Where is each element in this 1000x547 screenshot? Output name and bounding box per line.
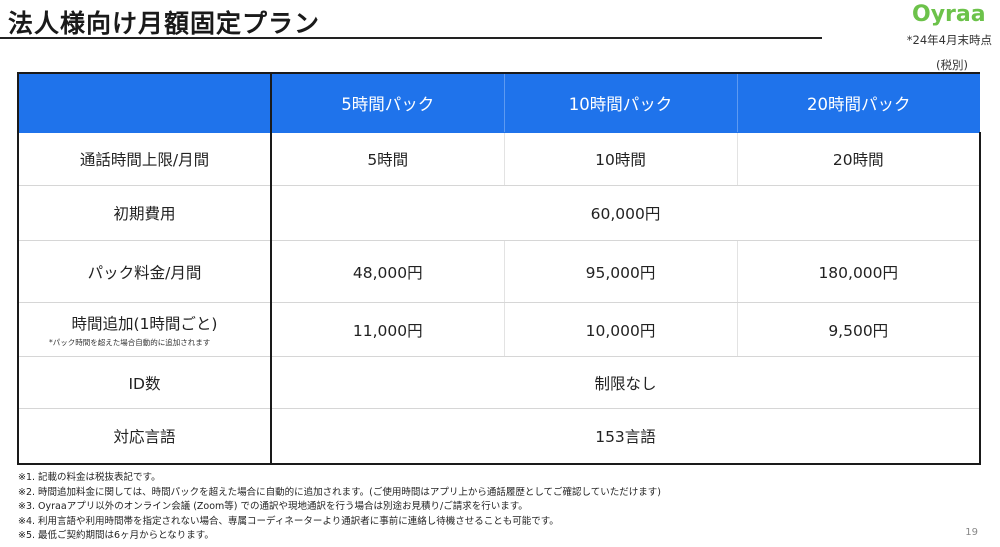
table-header-row: 5時間パック 10時間パック 20時間パック bbox=[17, 73, 980, 133]
row-label-additional: 時間追加(1時間ごと) *パック時間を超えた場合自動的に追加されます bbox=[17, 302, 272, 357]
cell-languages: 153言語 bbox=[271, 408, 981, 465]
header-5h-pack: 5時間パック bbox=[271, 73, 505, 133]
header-20h-pack: 20時間パック bbox=[737, 73, 980, 133]
footnote-4: ※4. 利用言語や利用時間帯を指定されない場合、専属コーディネーターより通訳者に… bbox=[18, 515, 559, 527]
page-number: 19 bbox=[965, 527, 978, 538]
row-label-call-limit: 通話時間上限/月間 bbox=[17, 132, 272, 186]
table-row-id-count: ID数 制限なし bbox=[17, 356, 981, 409]
row-label-pack-fee: パック料金/月間 bbox=[17, 240, 272, 303]
cell-call-limit-5h: 5時間 bbox=[271, 132, 505, 186]
table-row-languages: 対応言語 153言語 bbox=[17, 408, 981, 465]
row-label-id-count: ID数 bbox=[17, 356, 272, 409]
additional-sublabel: *パック時間を超えた場合自動的に追加されます bbox=[49, 337, 211, 347]
table-row-additional: 時間追加(1時間ごと) *パック時間を超えた場合自動的に追加されます 11,00… bbox=[17, 302, 981, 357]
footnotes: ※1. 記載の料金は税抜表記です。 ※2. 時間追加料金に関しては、時間パックを… bbox=[18, 471, 661, 544]
additional-label-text: 時間追加(1時間ごと) bbox=[71, 314, 218, 333]
footnote-3: ※3. Oyraaアプリ以外のオンライン会議 (Zoom等) での通訳や現地通訳… bbox=[18, 501, 528, 513]
cell-call-limit-20h: 20時間 bbox=[737, 132, 981, 186]
cell-pack-fee-20h: 180,000円 bbox=[737, 240, 981, 303]
cell-pack-fee-10h: 95,000円 bbox=[504, 240, 738, 303]
footnote-2: ※2. 時間追加料金に関しては、時間パックを超えた場合に自動的に追加されます。(… bbox=[18, 486, 661, 498]
cell-additional-20h: 9,500円 bbox=[737, 302, 981, 357]
row-label-languages: 対応言語 bbox=[17, 408, 272, 465]
header-10h-pack: 10時間パック bbox=[504, 73, 738, 133]
row-label-initial-fee: 初期費用 bbox=[17, 185, 272, 241]
as-of-date: *24年4月末時点 bbox=[906, 33, 992, 47]
table-row-pack-fee: パック料金/月間 48,000円 95,000円 180,000円 bbox=[17, 240, 981, 303]
tax-excluded-note: (税別) bbox=[936, 58, 968, 72]
cell-call-limit-10h: 10時間 bbox=[504, 132, 738, 186]
title-underline bbox=[0, 37, 822, 39]
footnote-5: ※5. 最低ご契約期間は6ヶ月からとなります。 bbox=[18, 530, 214, 542]
cell-pack-fee-5h: 48,000円 bbox=[271, 240, 505, 303]
cell-additional-5h: 11,000円 bbox=[271, 302, 505, 357]
cell-initial-fee: 60,000円 bbox=[271, 185, 981, 241]
cell-additional-10h: 10,000円 bbox=[504, 302, 738, 357]
cell-id-count: 制限なし bbox=[271, 356, 981, 409]
table-row-initial-fee: 初期費用 60,000円 bbox=[17, 185, 981, 241]
oyraa-logo: Oyraa bbox=[912, 2, 986, 27]
footnote-1: ※1. 記載の料金は税抜表記です。 bbox=[18, 472, 161, 483]
table-row-call-limit: 通話時間上限/月間 5時間 10時間 20時間 bbox=[17, 132, 981, 186]
header-corner-cell bbox=[17, 73, 272, 133]
plan-table: 5時間パック 10時間パック 20時間パック 通話時間上限/月間 5時間 10時… bbox=[17, 72, 981, 465]
page-title: 法人様向け月額固定プラン bbox=[8, 9, 321, 38]
